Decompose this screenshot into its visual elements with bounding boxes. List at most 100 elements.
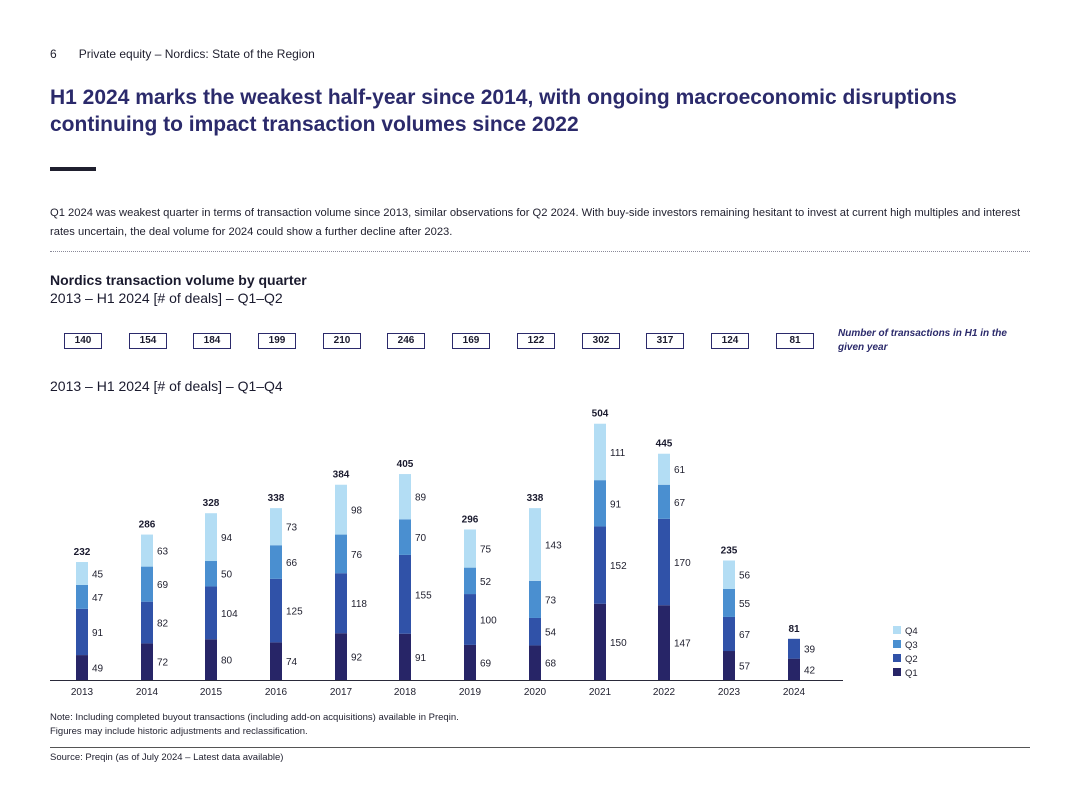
- data-label-2022-q3: 67: [674, 498, 686, 509]
- x-tick-label-2018: 2018: [394, 687, 417, 698]
- total-label-2014: 286: [139, 520, 156, 531]
- h1-total-box-2020: 122: [517, 333, 555, 349]
- h1-total-box-2021: 302: [582, 333, 620, 349]
- total-label-2024: 81: [788, 624, 800, 635]
- bar-2023-q3: [723, 588, 735, 617]
- bar-2022-q3: [658, 484, 670, 519]
- bottom-rule: [50, 747, 1030, 748]
- bar-2020-q1: [529, 645, 541, 680]
- data-label-2015-q1: 80: [221, 656, 233, 667]
- data-label-2022-q2: 170: [674, 558, 691, 569]
- data-label-2023-q2: 67: [739, 630, 751, 641]
- bar-2015-q3: [205, 561, 217, 587]
- data-label-2020-q2: 54: [545, 628, 557, 639]
- h1-total-box-2018: 246: [387, 333, 425, 349]
- bar-2021-q2: [594, 526, 606, 604]
- x-tick-label-2017: 2017: [330, 687, 353, 698]
- bar-2018-q2: [399, 554, 411, 634]
- bar-2018-q3: [399, 519, 411, 555]
- bar-2013-q1: [76, 655, 88, 680]
- legend-swatch-q3: [893, 640, 901, 648]
- data-label-2016-q1: 74: [286, 657, 298, 668]
- x-tick-label-2022: 2022: [653, 687, 676, 698]
- running-title: Private equity – Nordics: State of the R…: [78, 47, 315, 61]
- x-tick-label-2015: 2015: [200, 687, 223, 698]
- bar-2013-q4: [76, 562, 88, 585]
- h1-total-box-2015: 184: [193, 333, 231, 349]
- bar-2013-q3: [76, 584, 88, 609]
- legend-swatch-q2: [893, 654, 901, 662]
- total-label-2013: 232: [74, 547, 91, 558]
- data-label-2017-q3: 76: [351, 550, 363, 561]
- bar-2017-q1: [335, 633, 347, 680]
- data-label-2017-q1: 92: [351, 653, 363, 664]
- x-tick-label-2016: 2016: [265, 687, 288, 698]
- bar-2022-q1: [658, 605, 670, 680]
- bar-2017-q2: [335, 573, 347, 634]
- data-label-2021-q2: 152: [610, 561, 627, 572]
- legend-label-q3: Q3: [905, 640, 918, 651]
- data-label-2020-q4: 143: [545, 540, 562, 551]
- data-label-2017-q4: 98: [351, 506, 363, 517]
- h1-total-box-2016: 199: [258, 333, 296, 349]
- h1-total-box-2013: 140: [64, 333, 102, 349]
- legend-swatch-q1: [893, 668, 901, 676]
- data-label-2018-q1: 91: [415, 653, 427, 664]
- bar-2019-q1: [464, 644, 476, 680]
- bar-2013-q2: [76, 608, 88, 656]
- bar-2014-q1: [141, 643, 153, 680]
- data-label-2013-q4: 45: [92, 569, 104, 580]
- total-label-2021: 504: [592, 409, 609, 420]
- bar-2015-q2: [205, 586, 217, 640]
- legend-swatch-q4: [893, 626, 901, 634]
- bar-2021-q3: [594, 480, 606, 527]
- h1-note: Number of transactions in H1 in the give…: [838, 328, 1007, 353]
- data-label-2018-q3: 70: [415, 533, 427, 544]
- data-label-2019-q4: 75: [480, 545, 492, 556]
- data-label-2023-q1: 57: [739, 662, 751, 673]
- bar-2016-q3: [270, 545, 282, 579]
- title-rule: [50, 167, 96, 171]
- h1-total-box-2024: 81: [776, 333, 814, 349]
- chart-title: Nordics transaction volume by quarter: [50, 272, 307, 288]
- data-label-2023-q3: 55: [739, 599, 751, 610]
- h1-total-box-2019: 169: [452, 333, 490, 349]
- bar-2024-q2: [788, 638, 800, 659]
- x-tick-label-2021: 2021: [589, 687, 612, 698]
- data-label-2015-q3: 50: [221, 570, 233, 581]
- bar-2021-q4: [594, 423, 606, 481]
- total-label-2016: 338: [268, 493, 285, 504]
- page-number: 6: [50, 47, 57, 61]
- data-label-2018-q4: 89: [415, 493, 427, 504]
- bar-2017-q3: [335, 534, 347, 574]
- data-label-2015-q2: 104: [221, 609, 238, 620]
- page-title: H1 2024 marks the weakest half-year sinc…: [50, 86, 957, 136]
- intro-paragraph: Q1 2024 was weakest quarter in terms of …: [50, 207, 1021, 238]
- bar-2023-q2: [723, 616, 735, 652]
- x-tick-label-2020: 2020: [524, 687, 547, 698]
- data-label-2014-q4: 63: [157, 547, 169, 558]
- data-label-2014-q1: 72: [157, 658, 169, 669]
- data-label-2021-q3: 91: [610, 499, 622, 510]
- h1-total-box-2023: 124: [711, 333, 749, 349]
- page-header: 6 Private equity – Nordics: State of the …: [50, 47, 315, 61]
- bar-2014-q2: [141, 601, 153, 644]
- bar-2021-q1: [594, 603, 606, 680]
- data-label-2013-q2: 91: [92, 628, 104, 639]
- data-label-2023-q4: 56: [739, 571, 751, 582]
- bar-2017-q4: [335, 484, 347, 535]
- chart-subtitle-full: 2013 – H1 2024 [# of deals] – Q1–Q4: [50, 378, 283, 394]
- data-label-2018-q2: 155: [415, 590, 432, 601]
- data-label-2019-q1: 69: [480, 658, 492, 669]
- x-tick-label-2014: 2014: [136, 687, 159, 698]
- bar-2024-q1: [788, 658, 800, 680]
- h1-total-box-2017: 210: [323, 333, 361, 349]
- data-label-2014-q3: 69: [157, 580, 169, 591]
- data-label-2024-q1: 42: [804, 665, 816, 676]
- x-tick-label-2024: 2024: [783, 687, 806, 698]
- bar-2016-q2: [270, 578, 282, 643]
- total-label-2023: 235: [721, 546, 738, 557]
- bar-2022-q2: [658, 518, 670, 606]
- bar-2014-q3: [141, 566, 153, 602]
